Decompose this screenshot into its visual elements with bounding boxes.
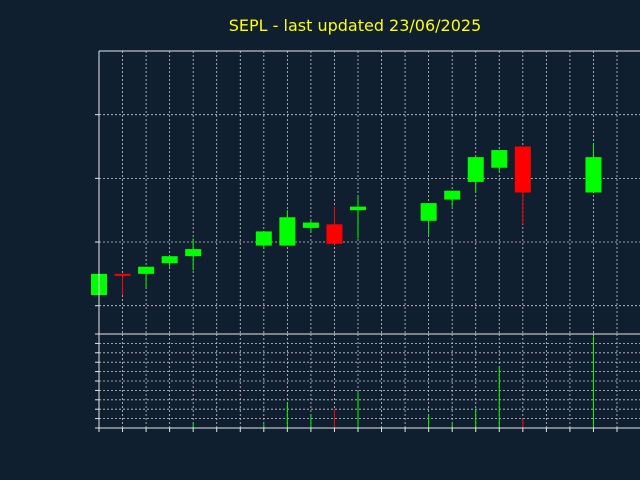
candle-body-down: [514, 146, 531, 193]
candle-body-down: [326, 224, 343, 244]
axes-layer: [95, 50, 640, 432]
candle-body-up: [279, 217, 296, 246]
candle-body-up: [350, 206, 366, 211]
candle-body-up: [467, 157, 484, 182]
candle-body-up: [491, 150, 508, 168]
marks-layer: [91, 142, 602, 428]
candle-body-up: [161, 256, 178, 264]
candle-body-up: [138, 266, 155, 274]
candle-body-up: [255, 231, 272, 246]
grid-layer: [99, 51, 640, 428]
candle-body-up: [585, 157, 602, 193]
candle-body-up: [420, 203, 437, 221]
chart-title: SEPL - last updated 23/06/2025: [229, 16, 482, 35]
candle-body-up: [302, 222, 319, 228]
candle-body-up: [444, 190, 461, 200]
candle-body-down: [114, 273, 131, 276]
candle-body-up: [185, 249, 202, 257]
